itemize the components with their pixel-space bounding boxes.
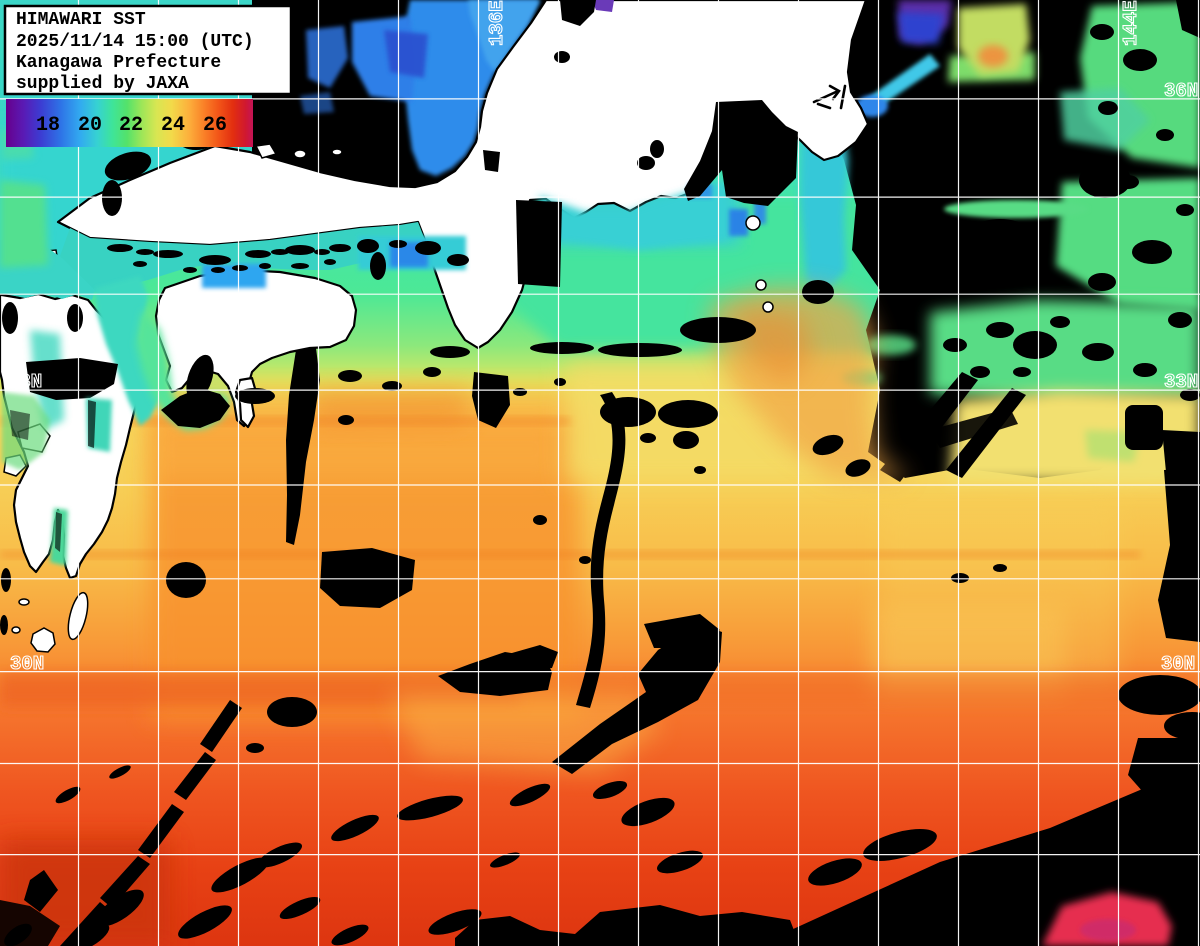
svg-text:33N: 33N [1164, 371, 1198, 393]
svg-text:18: 18 [36, 114, 60, 137]
svg-text:33N: 33N [8, 371, 42, 393]
svg-text:30N: 30N [1161, 653, 1195, 675]
svg-text:24: 24 [161, 114, 185, 137]
svg-text:2025/11/14 15:00 (UTC): 2025/11/14 15:00 (UTC) [16, 32, 254, 52]
svg-text:136E: 136E [486, 0, 508, 46]
svg-text:36N: 36N [1164, 80, 1198, 102]
svg-text:Kanagawa Prefecture: Kanagawa Prefecture [16, 53, 221, 73]
svg-text:22: 22 [119, 114, 143, 137]
svg-text:supplied by JAXA: supplied by JAXA [16, 74, 189, 94]
svg-text:30N: 30N [10, 653, 44, 675]
svg-text:20: 20 [78, 114, 102, 137]
svg-text:HIMAWARI SST: HIMAWARI SST [16, 10, 146, 30]
svg-text:26: 26 [203, 114, 227, 137]
svg-text:144E: 144E [1120, 0, 1142, 46]
